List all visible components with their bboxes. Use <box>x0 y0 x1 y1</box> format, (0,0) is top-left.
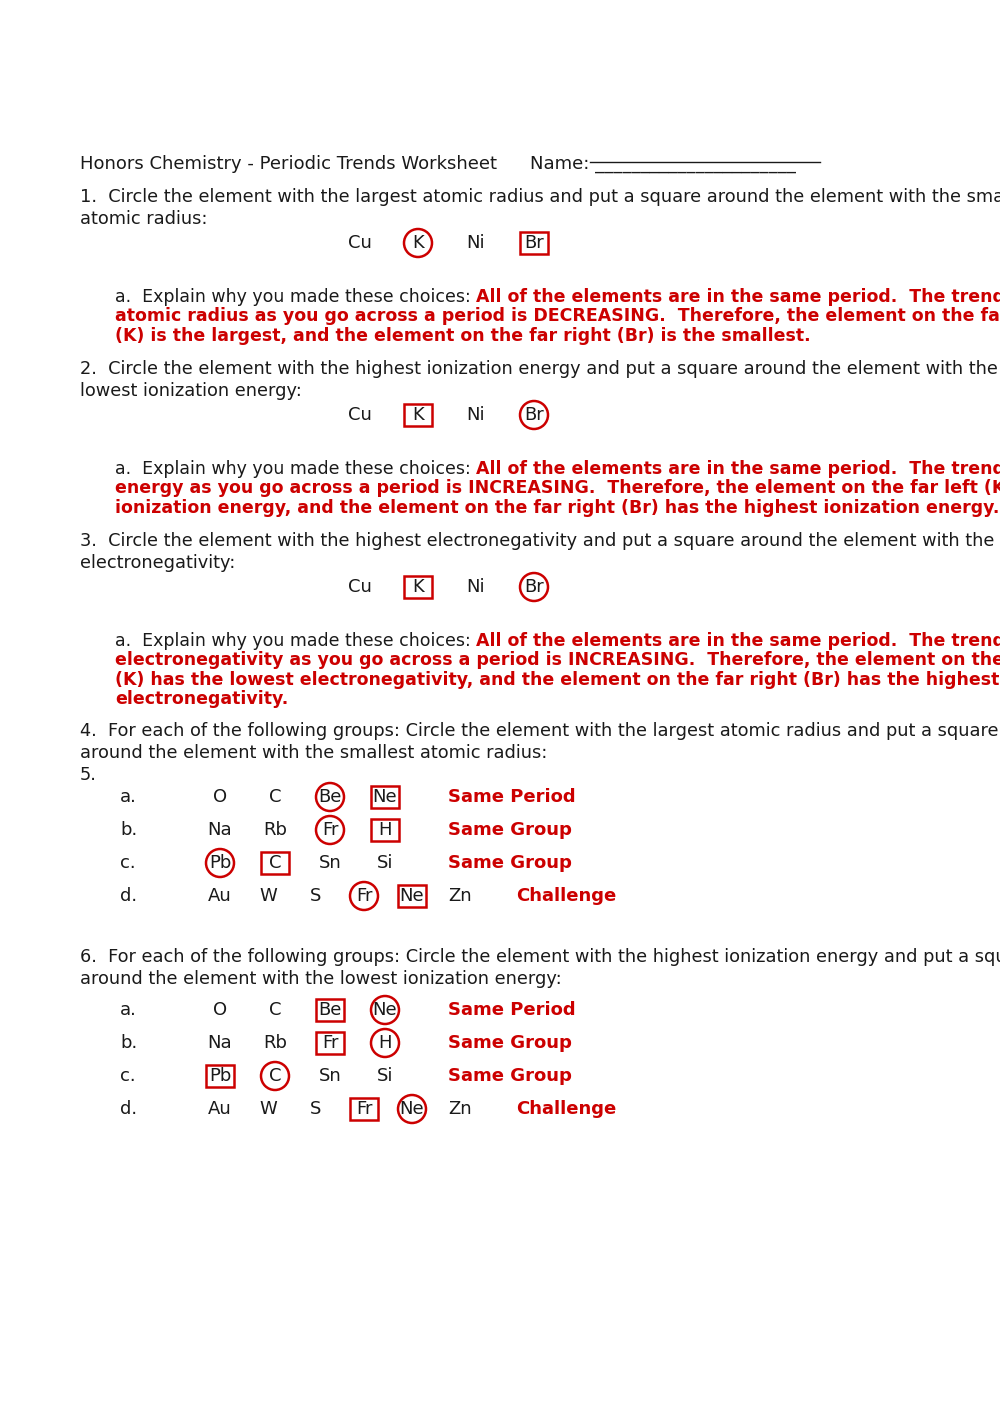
Text: Na: Na <box>208 821 232 839</box>
Text: Same Group: Same Group <box>448 1067 572 1085</box>
Text: Name: ______________________: Name: ______________________ <box>530 155 796 172</box>
Text: Si: Si <box>377 853 393 872</box>
Text: K: K <box>412 406 424 424</box>
Text: ionization energy, and the element on the far right (Br) has the highest ionizat: ionization energy, and the element on th… <box>115 499 999 517</box>
Text: electronegativity as you go across a period is INCREASING.  Therefore, the eleme: electronegativity as you go across a per… <box>115 651 1000 670</box>
Text: Sn: Sn <box>319 1067 341 1085</box>
Text: Fr: Fr <box>322 821 338 839</box>
Text: atomic radius as you go across a period is DECREASING.  Therefore, the element o: atomic radius as you go across a period … <box>115 308 1000 325</box>
Text: Challenge: Challenge <box>516 887 616 904</box>
Text: b.: b. <box>120 1034 137 1053</box>
Text: W: W <box>259 887 277 904</box>
Text: a.  Explain why you made these choices:: a. Explain why you made these choices: <box>115 632 476 650</box>
Text: Br: Br <box>524 406 544 424</box>
Text: around the element with the smallest atomic radius:: around the element with the smallest ato… <box>80 745 547 762</box>
Text: Zn: Zn <box>448 887 472 904</box>
Text: lowest ionization energy:: lowest ionization energy: <box>80 382 302 400</box>
Text: Honors Chemistry - Periodic Trends Worksheet: Honors Chemistry - Periodic Trends Works… <box>80 155 497 172</box>
Text: All of the elements are in the same period.  The trend in: All of the elements are in the same peri… <box>476 288 1000 307</box>
Text: 4.  For each of the following groups: Circle the element with the largest atomic: 4. For each of the following groups: Cir… <box>80 722 998 740</box>
Text: (K) has the lowest electronegativity, and the element on the far right (Br) has : (K) has the lowest electronegativity, an… <box>115 671 999 688</box>
Text: electronegativity:: electronegativity: <box>80 554 235 572</box>
Text: a.  Explain why you made these choices:: a. Explain why you made these choices: <box>115 461 476 478</box>
Text: Br: Br <box>524 578 544 596</box>
Text: Ni: Ni <box>467 406 485 424</box>
Text: K: K <box>412 235 424 252</box>
Text: Ne: Ne <box>373 1000 397 1019</box>
Text: Cu: Cu <box>348 235 372 252</box>
Text: Ni: Ni <box>467 235 485 252</box>
Text: Same Group: Same Group <box>448 1034 572 1053</box>
Text: Be: Be <box>318 1000 342 1019</box>
Text: O: O <box>213 788 227 805</box>
Text: Si: Si <box>377 1067 393 1085</box>
Text: Zn: Zn <box>448 1099 472 1118</box>
Text: Br: Br <box>524 235 544 252</box>
Text: Fr: Fr <box>356 1099 372 1118</box>
Text: Ne: Ne <box>400 1099 424 1118</box>
Text: a.: a. <box>120 1000 137 1019</box>
Text: 6.  For each of the following groups: Circle the element with the highest ioniza: 6. For each of the following groups: Cir… <box>80 948 1000 966</box>
Text: Pb: Pb <box>209 853 231 872</box>
Text: d.: d. <box>120 1099 137 1118</box>
Text: Sn: Sn <box>319 853 341 872</box>
Text: Same Period: Same Period <box>448 1000 576 1019</box>
Text: Be: Be <box>318 788 342 805</box>
Text: Au: Au <box>208 887 232 904</box>
Text: H: H <box>378 821 392 839</box>
Text: Same Group: Same Group <box>448 821 572 839</box>
Text: Rb: Rb <box>263 1034 287 1053</box>
Text: Au: Au <box>208 1099 232 1118</box>
Text: O: O <box>213 1000 227 1019</box>
Text: a.  Explain why you made these choices:: a. Explain why you made these choices: <box>115 288 476 307</box>
Text: C: C <box>269 1067 281 1085</box>
Text: Rb: Rb <box>263 821 287 839</box>
Text: Fr: Fr <box>356 887 372 904</box>
Text: Cu: Cu <box>348 406 372 424</box>
Text: C: C <box>269 788 281 805</box>
Text: around the element with the lowest ionization energy:: around the element with the lowest ioniz… <box>80 969 562 988</box>
Text: H: H <box>378 1034 392 1053</box>
Text: d.: d. <box>120 887 137 904</box>
Text: 5.: 5. <box>80 766 97 784</box>
Text: All of the elements are in the same period.  The trend in: All of the elements are in the same peri… <box>476 632 1000 650</box>
Text: Fr: Fr <box>322 1034 338 1053</box>
Text: c.: c. <box>120 1067 136 1085</box>
Text: a.: a. <box>120 788 137 805</box>
Text: Ne: Ne <box>373 788 397 805</box>
Text: Na: Na <box>208 1034 232 1053</box>
Text: 2.  Circle the element with the highest ionization energy and put a square aroun: 2. Circle the element with the highest i… <box>80 360 998 379</box>
Text: c.: c. <box>120 853 136 872</box>
Text: electronegativity.: electronegativity. <box>115 690 288 708</box>
Text: C: C <box>269 1000 281 1019</box>
Text: 1.  Circle the element with the largest atomic radius and put a square around th: 1. Circle the element with the largest a… <box>80 188 1000 206</box>
Text: C: C <box>269 853 281 872</box>
Text: Ni: Ni <box>467 578 485 596</box>
Text: (K) is the largest, and the element on the far right (Br) is the smallest.: (K) is the largest, and the element on t… <box>115 326 811 345</box>
Text: W: W <box>259 1099 277 1118</box>
Text: All of the elements are in the same period.  The trend in ionization: All of the elements are in the same peri… <box>476 461 1000 478</box>
Text: atomic radius:: atomic radius: <box>80 211 208 227</box>
Text: S: S <box>310 1099 322 1118</box>
Text: S: S <box>310 887 322 904</box>
Text: Same Period: Same Period <box>448 788 576 805</box>
Text: Challenge: Challenge <box>516 1099 616 1118</box>
Text: Ne: Ne <box>400 887 424 904</box>
Text: energy as you go across a period is INCREASING.  Therefore, the element on the f: energy as you go across a period is INCR… <box>115 479 1000 497</box>
Text: Pb: Pb <box>209 1067 231 1085</box>
Text: Same Group: Same Group <box>448 853 572 872</box>
Text: 3.  Circle the element with the highest electronegativity and put a square aroun: 3. Circle the element with the highest e… <box>80 533 1000 550</box>
Text: b.: b. <box>120 821 137 839</box>
Text: Cu: Cu <box>348 578 372 596</box>
Text: K: K <box>412 578 424 596</box>
